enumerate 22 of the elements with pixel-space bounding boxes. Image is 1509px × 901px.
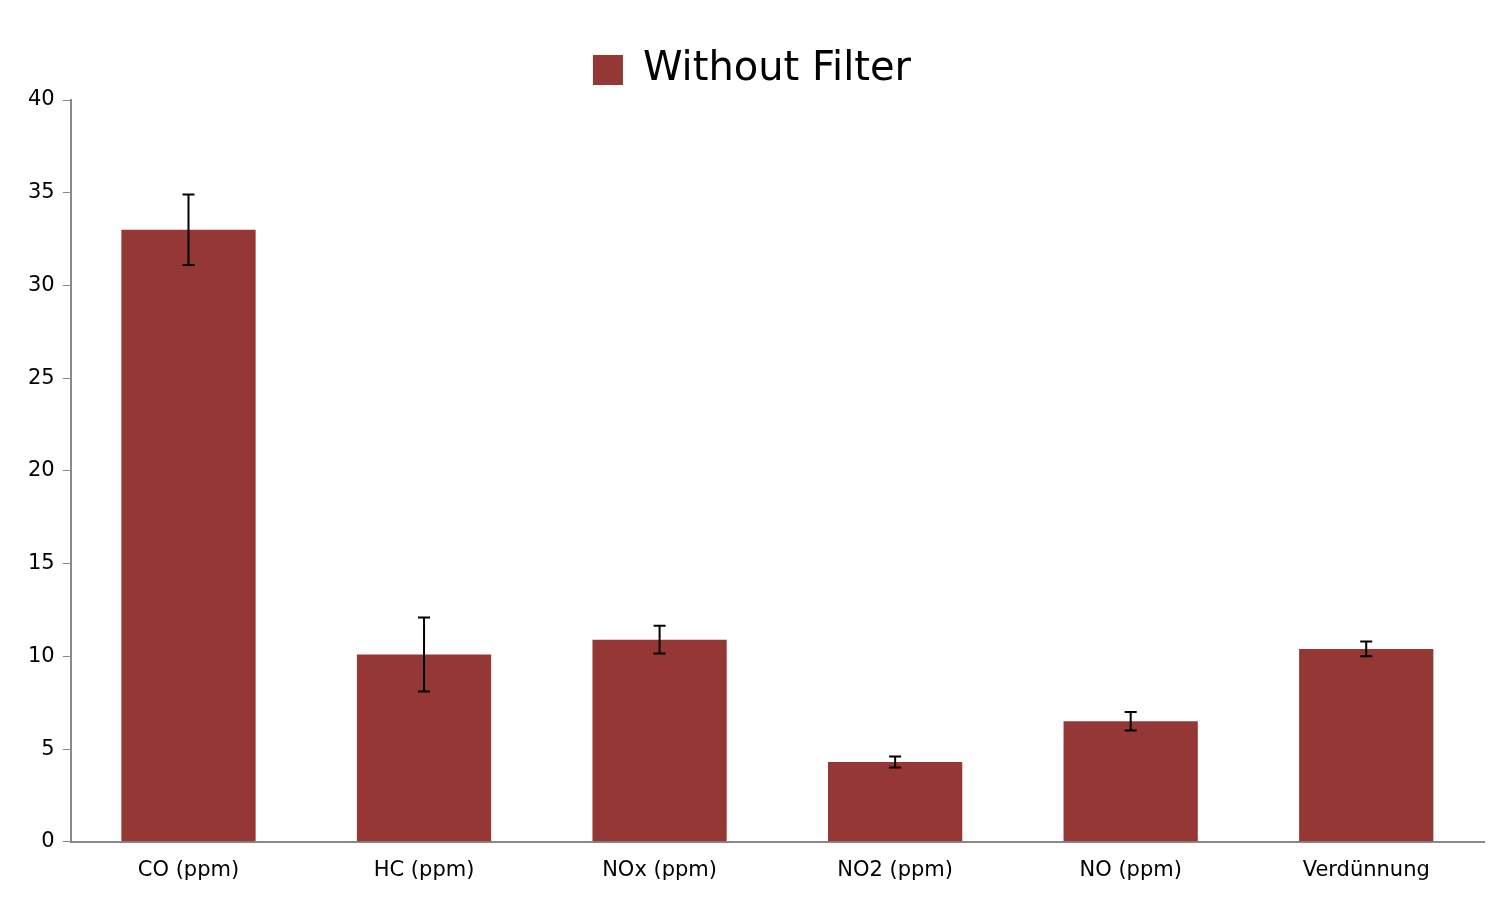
y-tick-label: 0 [41,828,55,853]
bar [828,762,963,842]
y-tick-label: 40 [27,86,55,111]
y-tick-label: 15 [27,550,55,575]
bar [356,654,492,842]
y-tick-label: 10 [27,642,55,667]
bar [121,229,256,842]
legend-label: Without Filter [642,43,912,90]
y-tick-label: 20 [27,457,55,482]
x-tick-label: NO (ppm) [1079,856,1182,881]
bar [592,639,727,842]
x-tick-label: Verdünnung [1302,856,1430,881]
x-tick-label: NOx (ppm) [602,856,718,881]
bar [1299,648,1434,842]
x-tick-label: HC (ppm) [373,856,475,881]
y-tick-label: 25 [27,364,55,389]
x-tick-label: CO (ppm) [137,856,240,881]
y-tick-label: 30 [27,271,55,296]
y-tick-label: 35 [27,179,55,204]
bar [1063,721,1198,842]
y-tick-label: 5 [41,735,55,760]
x-tick-label: NO2 (ppm) [837,856,954,881]
